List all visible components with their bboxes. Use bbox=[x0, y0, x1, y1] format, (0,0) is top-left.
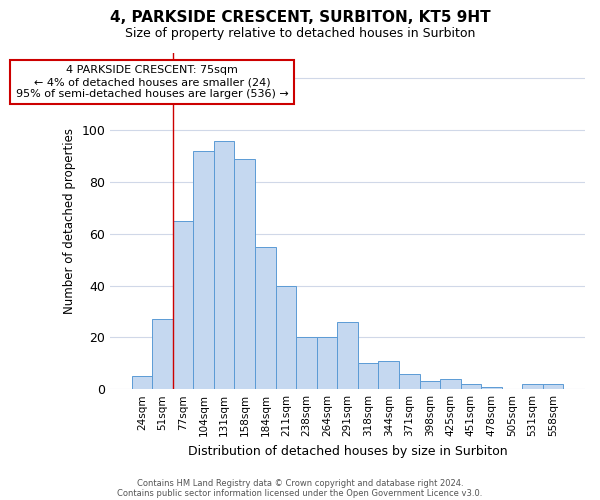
Bar bbox=[275, 286, 296, 389]
Text: Contains public sector information licensed under the Open Government Licence v3: Contains public sector information licen… bbox=[118, 488, 482, 498]
Bar bbox=[379, 360, 399, 389]
Bar bbox=[522, 384, 543, 389]
Text: 4 PARKSIDE CRESCENT: 75sqm
← 4% of detached houses are smaller (24)
95% of semi-: 4 PARKSIDE CRESCENT: 75sqm ← 4% of detac… bbox=[16, 66, 289, 98]
Bar bbox=[440, 379, 461, 389]
Bar bbox=[317, 338, 337, 389]
Bar bbox=[131, 376, 152, 389]
Bar bbox=[296, 338, 317, 389]
Text: Contains HM Land Registry data © Crown copyright and database right 2024.: Contains HM Land Registry data © Crown c… bbox=[137, 478, 463, 488]
Bar bbox=[235, 158, 255, 389]
Bar bbox=[358, 364, 379, 389]
Bar bbox=[481, 386, 502, 389]
Bar bbox=[399, 374, 419, 389]
Bar bbox=[461, 384, 481, 389]
Text: Size of property relative to detached houses in Surbiton: Size of property relative to detached ho… bbox=[125, 28, 475, 40]
Bar bbox=[255, 246, 275, 389]
Bar bbox=[543, 384, 563, 389]
Bar bbox=[193, 151, 214, 389]
Bar bbox=[419, 382, 440, 389]
X-axis label: Distribution of detached houses by size in Surbiton: Distribution of detached houses by size … bbox=[188, 444, 508, 458]
Bar bbox=[337, 322, 358, 389]
Bar bbox=[152, 320, 173, 389]
Text: 4, PARKSIDE CRESCENT, SURBITON, KT5 9HT: 4, PARKSIDE CRESCENT, SURBITON, KT5 9HT bbox=[110, 10, 490, 25]
Y-axis label: Number of detached properties: Number of detached properties bbox=[63, 128, 76, 314]
Bar bbox=[214, 140, 235, 389]
Bar bbox=[173, 221, 193, 389]
